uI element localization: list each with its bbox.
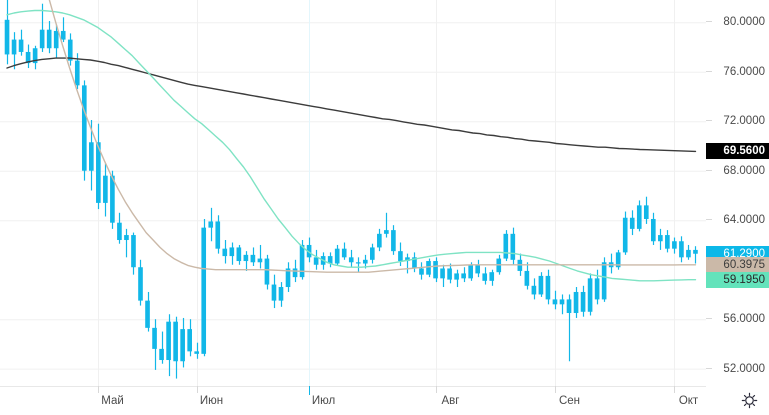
time-tick-mark [197, 386, 198, 393]
price-tick-mark [706, 169, 712, 171]
chart-canvas [0, 0, 706, 386]
chart-plot-area[interactable] [0, 0, 706, 386]
brightness-settings-icon[interactable] [737, 388, 761, 412]
price-tick-label: 80.0000 [706, 15, 769, 29]
price-tick-mark [706, 318, 712, 320]
candlestick-series [4, 0, 698, 379]
time-tick-mark [674, 386, 675, 393]
price-tick-mark [706, 219, 712, 221]
price-tick-label: 76.0000 [706, 65, 769, 79]
price-tick-label: 72.0000 [706, 114, 769, 128]
price-badge-ma3: 59.1950 [706, 271, 769, 288]
brightness-settings-glyph [741, 392, 757, 408]
time-tick-label: Июл [311, 395, 336, 407]
time-tick-label: Сен [558, 395, 581, 407]
moving-average-lines [6, 0, 697, 282]
price-tick-label: 64.0000 [706, 213, 769, 227]
gridlines [0, 0, 706, 386]
price-tick-mark [706, 367, 712, 369]
price-badge-ma2: 60.3975 [706, 256, 769, 273]
time-tick-label: Окт [678, 395, 699, 407]
price-tick-label: 56.0000 [706, 312, 769, 326]
price-badge-last: 69.5600 [706, 143, 769, 160]
price-tick-label: 68.0000 [706, 164, 769, 178]
price-tick-mark [706, 70, 712, 72]
time-tick-label: Авг [441, 395, 460, 407]
time-tick-mark [555, 386, 556, 393]
time-axis[interactable]: Май Июн Июл Авг Сен Окт [0, 386, 769, 415]
time-tick-mark [309, 386, 310, 395]
price-tick-label: 52.0000 [706, 362, 769, 376]
price-axis[interactable]: 80.0000 76.0000 72.0000 68.0000 64.0000 56.00… [706, 0, 769, 386]
time-axis-separator [0, 386, 706, 387]
time-tick-label: Май [101, 395, 124, 407]
time-tick-mark [436, 386, 437, 393]
price-tick-mark [706, 120, 712, 122]
time-tick-mark [98, 386, 99, 393]
price-tick-mark [706, 21, 712, 23]
time-tick-label: Июн [199, 395, 224, 407]
